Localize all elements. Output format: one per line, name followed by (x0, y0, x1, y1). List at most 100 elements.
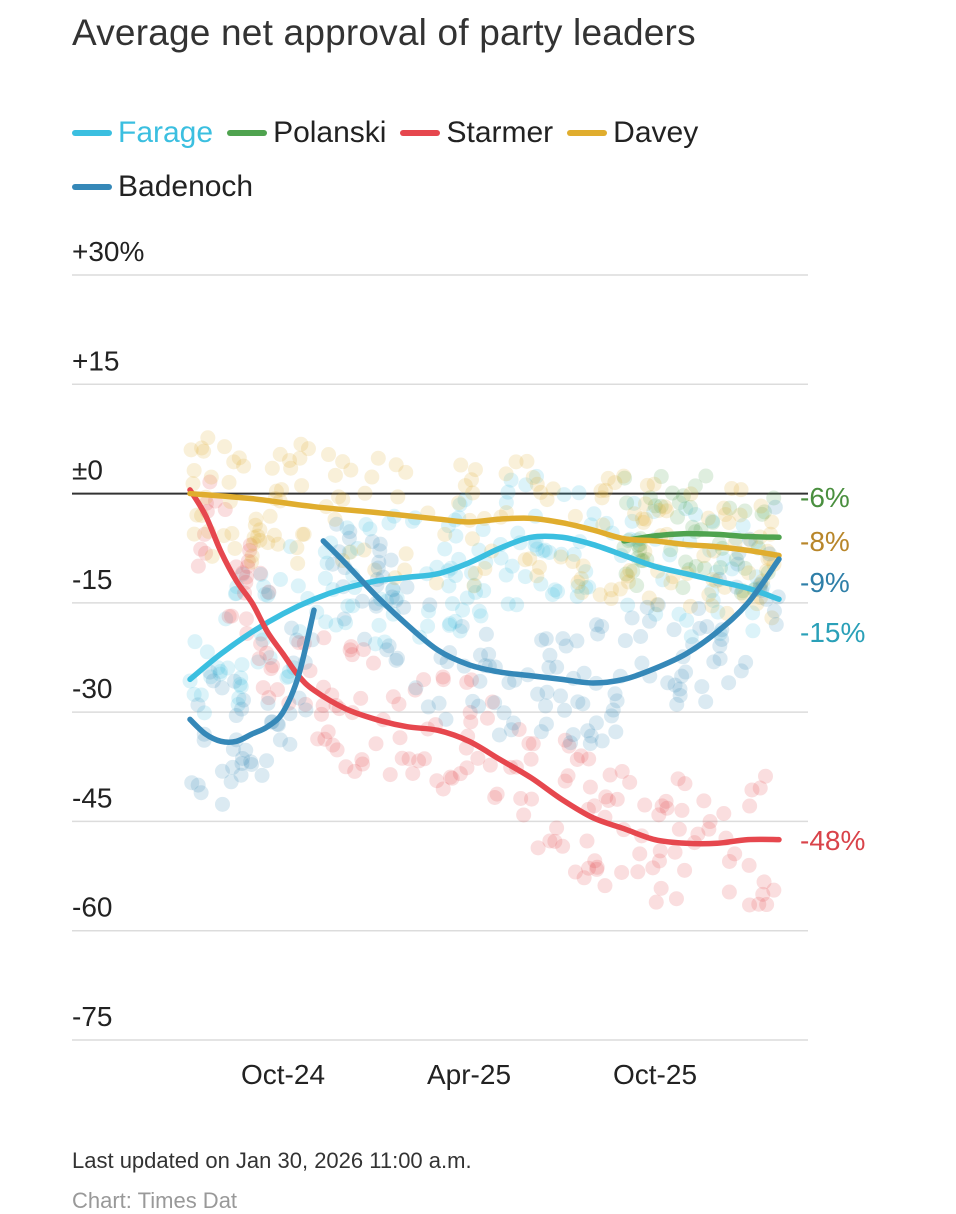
poll-dot (227, 673, 243, 689)
poll-dot (648, 606, 664, 622)
poll-dot (467, 565, 483, 581)
poll-dot (688, 558, 704, 574)
poll-dot (228, 708, 244, 724)
poll-dot (383, 552, 399, 568)
poll-dot (636, 514, 652, 530)
poll-dot (454, 618, 470, 634)
poll-dot (533, 724, 549, 740)
poll-dot (420, 699, 436, 715)
poll-dot (244, 548, 260, 564)
legend-label-davey: Davey (613, 116, 699, 149)
poll-dot (713, 560, 729, 576)
poll-dot (694, 679, 710, 695)
poll-dot (624, 513, 640, 529)
poll-dot (598, 789, 614, 805)
poll-dot (578, 580, 594, 596)
poll-dot (766, 882, 782, 898)
legend-item-davey[interactable]: Davey (567, 116, 698, 150)
poll-dot (408, 680, 424, 696)
poll-dot (331, 489, 347, 505)
poll-dot (580, 723, 596, 739)
poll-dot (506, 715, 522, 731)
series-line-badenoch (320, 538, 782, 686)
poll-dot (238, 742, 254, 758)
poll-dot (550, 584, 566, 600)
poll-dot (663, 575, 679, 591)
poll-dot (289, 540, 305, 556)
poll-dot (231, 690, 247, 706)
poll-dot (295, 526, 311, 542)
poll-dot (667, 677, 683, 693)
poll-dot (716, 500, 732, 516)
poll-dot (624, 610, 640, 626)
poll-dot (199, 644, 215, 660)
poll-dot (243, 754, 259, 770)
poll-dot (217, 439, 233, 455)
poll-dot (569, 588, 585, 604)
poll-dot (260, 695, 276, 711)
poll-dot (666, 622, 682, 638)
poll-dot (522, 551, 538, 567)
poll-dot (464, 531, 480, 547)
poll-dot (753, 498, 769, 514)
poll-dot (398, 464, 414, 480)
poll-dot (510, 525, 526, 541)
poll-dot (737, 503, 753, 519)
end-label-davey: -8% (800, 526, 850, 557)
poll-dot (317, 570, 333, 586)
poll-dot (732, 507, 748, 523)
y-tick-label: -60 (72, 892, 112, 923)
poll-dot (254, 767, 270, 783)
poll-dot (539, 492, 555, 508)
poll-dot (343, 639, 359, 655)
poll-dot (457, 492, 473, 508)
poll-dot (756, 874, 772, 890)
poll-dot (223, 774, 239, 790)
poll-dot (416, 672, 432, 688)
poll-dot (547, 833, 563, 849)
poll-dot (616, 468, 632, 484)
poll-dot (649, 597, 665, 613)
poll-dot (472, 647, 488, 663)
poll-dot (529, 476, 545, 492)
poll-dot (372, 543, 388, 559)
poll-dot (630, 864, 646, 880)
poll-dot (513, 790, 529, 806)
poll-dot (641, 590, 657, 606)
poll-dot (366, 655, 382, 671)
poll-dot (405, 765, 421, 781)
series-line-davey (187, 490, 782, 559)
legend-item-polanski[interactable]: Polanski (227, 116, 386, 150)
poll-dot (319, 555, 335, 571)
poll-dot (367, 562, 383, 578)
poll-dot (370, 450, 386, 466)
poll-dot (391, 696, 407, 712)
poll-dot (183, 442, 199, 458)
poll-dot (357, 631, 373, 647)
poll-dot (489, 786, 505, 802)
poll-dot (259, 753, 275, 769)
poll-dot (498, 466, 514, 482)
poll-dot (549, 659, 565, 675)
poll-dot (724, 561, 740, 577)
poll-dot (245, 536, 261, 552)
legend-item-badenoch[interactable]: Badenoch (72, 170, 253, 204)
poll-dot (735, 518, 751, 534)
poll-dot (648, 894, 664, 910)
legend-item-farage[interactable]: Farage (72, 116, 213, 150)
poll-dot (542, 833, 558, 849)
poll-dot (234, 755, 250, 771)
poll-dot (260, 587, 276, 603)
poll-dot (664, 485, 680, 501)
poll-dot (674, 668, 690, 684)
poll-dot (358, 516, 374, 532)
poll-dot (252, 532, 268, 548)
poll-dot (592, 587, 608, 603)
legend-label-farage: Farage (118, 116, 214, 149)
poll-dot (353, 690, 369, 706)
legend-swatch-starmer (400, 130, 441, 136)
legend-item-starmer[interactable]: Starmer (400, 116, 553, 150)
poll-dot (527, 537, 543, 553)
poll-dot (256, 579, 272, 595)
poll-dot (214, 796, 230, 812)
